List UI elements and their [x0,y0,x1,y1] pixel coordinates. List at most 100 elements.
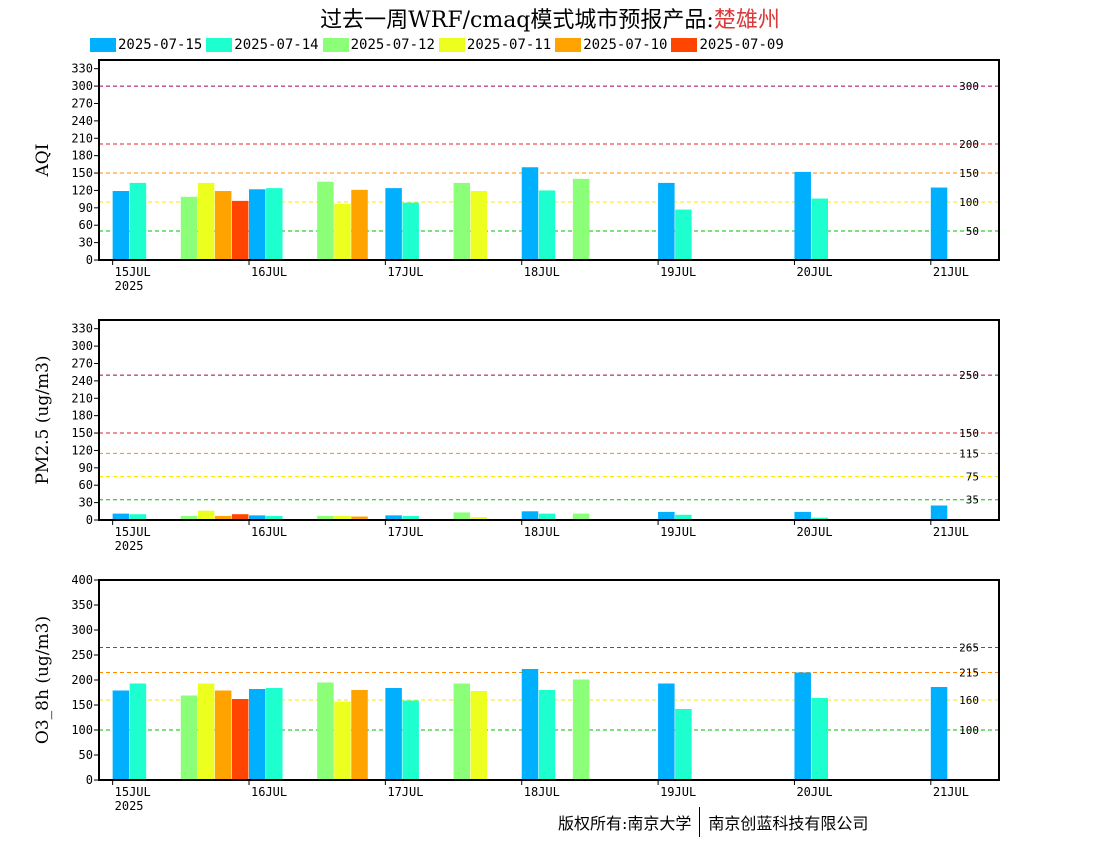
y-tick-label: 330 [71,322,93,336]
x-tick-label: 18JUL [524,525,560,539]
bar [334,515,351,520]
y-tick-label: 210 [71,391,93,405]
bar [521,669,539,780]
x-tick-label: 18JUL [524,785,560,799]
bar [231,200,249,260]
threshold-label: 160 [959,694,979,707]
bar [334,701,351,780]
bar [266,188,283,260]
y-tick-label: 240 [71,374,93,388]
bar [317,682,334,780]
legend-swatch [438,38,465,52]
bar [317,515,334,520]
x-tick-label: 20JUL [796,265,832,279]
x-tick-label: 15JUL [115,785,151,799]
y-tick-label: 0 [86,513,93,527]
legend-label: 2025-07-11 [466,37,552,53]
bar [334,203,351,260]
threshold-label: 200 [959,138,979,151]
y-tick-label: 0 [86,253,93,267]
bar [385,188,402,260]
y-tick-label: 300 [71,623,93,637]
plot-frame [98,59,1000,261]
bar [351,690,368,780]
bar [214,690,232,780]
bar [129,182,147,260]
bar [351,516,368,520]
x-tick-label: 16JUL [251,785,287,799]
bar [180,515,198,520]
bar [930,187,948,260]
copyright-right: 南京创蓝科技有限公司 [708,814,869,833]
x-tick-label: 16JUL [251,265,287,279]
y-tick-label: 0 [86,773,93,787]
x-tick-label: 18JUL [524,265,560,279]
bar [930,687,948,780]
bar [811,198,828,260]
bar [231,699,249,780]
legend-label: 2025-07-09 [699,37,784,53]
bar [402,515,419,520]
bar [470,517,488,520]
y-tick-label: 90 [79,201,93,215]
x-tick-label: 21JUL [933,785,969,799]
x-tick-label: 20JUL [796,525,832,539]
bar [794,171,811,260]
x-tick-label: 15JUL [115,525,151,539]
bar [180,196,198,260]
copyright-separator [699,807,701,837]
x-tick-label: 16JUL [251,525,287,539]
x-tick-label: 21JUL [933,525,969,539]
bar [538,513,556,520]
legend-item: 2025-07-14 [206,37,319,53]
bar [385,688,402,780]
threshold-label: 150 [959,167,979,180]
x-tick-label: 20JUL [796,785,832,799]
y-tick-label: 50 [79,748,93,762]
y-tick-label: 180 [71,149,93,163]
bar [538,690,556,780]
x-tick-label: 21JUL [933,265,969,279]
y-tick-label: 240 [71,114,93,128]
bar [794,511,811,520]
copyright: 版权所有:南京大学 南京创蓝科技有限公司 [558,807,869,837]
threshold-label: 75 [966,471,979,484]
bar [129,683,147,780]
bar [811,517,828,520]
bar [214,515,232,520]
y-axis-label: PM2.5 (ug/m3) [33,355,53,484]
plot-frame [98,319,1000,521]
legend: 2025-07-15 2025-07-14 2025-07-12 2025-07-11… [90,36,788,54]
bar [572,178,590,260]
x-tick-label: 17JUL [387,785,423,799]
bar [112,690,130,780]
bar [249,515,266,520]
y-tick-label: 270 [71,356,93,370]
legend-label: 2025-07-10 [583,37,668,53]
chart-title: 过去一周WRF/cmaq模式城市预报产品:楚雄州 [0,2,1100,34]
bar [180,695,198,780]
bar [214,191,232,260]
bar [930,505,948,520]
y-tick-label: 120 [71,443,93,457]
bar [266,688,283,780]
bar [811,698,828,780]
y-tick-label: 400 [71,573,93,587]
threshold-label: 35 [966,494,979,507]
y-tick-label: 60 [79,478,93,492]
legend-label: 2025-07-15 [118,37,203,53]
x-tick-label: 17JUL [387,265,423,279]
bar [351,189,368,260]
chart-panel: 35 75 115 150 250 0 30 60 90 120 150 180 210 240 270 30… [33,319,1000,553]
bar [658,182,675,260]
bar [129,514,147,520]
bar [266,515,283,520]
legend-swatch [322,38,349,52]
y-tick-label: 350 [71,598,93,612]
bar [112,513,130,520]
x-tick-label: 17JUL [387,525,423,539]
y-tick-label: 150 [71,698,93,712]
y-axis-label: O3_8h (ug/m3) [33,616,53,744]
y-tick-label: 200 [71,673,93,687]
